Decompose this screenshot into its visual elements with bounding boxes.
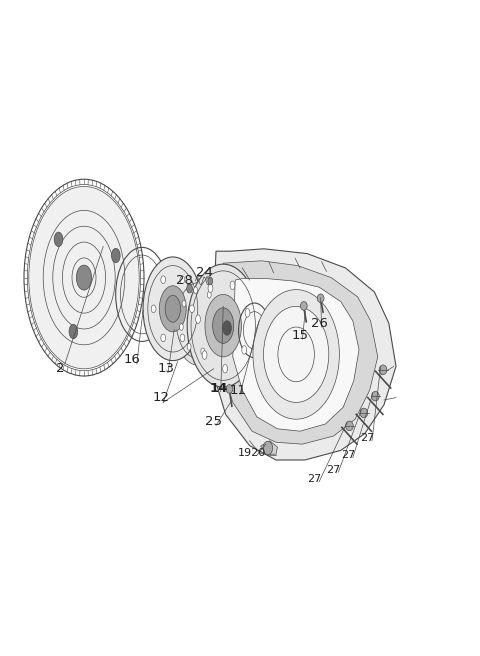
Text: 27: 27 xyxy=(360,434,374,443)
Ellipse shape xyxy=(245,308,250,317)
Text: 27: 27 xyxy=(341,450,355,461)
Ellipse shape xyxy=(253,289,339,419)
Ellipse shape xyxy=(187,344,191,350)
Text: 15: 15 xyxy=(291,329,309,342)
Ellipse shape xyxy=(208,284,213,293)
Ellipse shape xyxy=(230,281,235,290)
Ellipse shape xyxy=(213,308,234,343)
Ellipse shape xyxy=(372,392,379,401)
Text: 28: 28 xyxy=(176,274,193,287)
Ellipse shape xyxy=(76,265,92,290)
Ellipse shape xyxy=(208,277,213,285)
Text: 11: 11 xyxy=(229,384,246,397)
Ellipse shape xyxy=(111,249,120,263)
Text: 12: 12 xyxy=(152,391,169,404)
Text: 2: 2 xyxy=(56,362,64,375)
Ellipse shape xyxy=(223,321,231,335)
Ellipse shape xyxy=(151,305,156,313)
Ellipse shape xyxy=(226,384,233,394)
Text: 13: 13 xyxy=(157,362,174,375)
Ellipse shape xyxy=(143,257,203,361)
Ellipse shape xyxy=(317,294,324,302)
Ellipse shape xyxy=(187,264,259,387)
Ellipse shape xyxy=(202,351,207,359)
Ellipse shape xyxy=(300,302,307,310)
Text: 24: 24 xyxy=(195,266,213,279)
Text: 26: 26 xyxy=(311,317,328,330)
Text: 27: 27 xyxy=(307,474,322,484)
Ellipse shape xyxy=(264,306,329,402)
Ellipse shape xyxy=(223,364,228,373)
Ellipse shape xyxy=(379,365,387,375)
Text: 14: 14 xyxy=(209,382,228,394)
Ellipse shape xyxy=(29,186,139,369)
Ellipse shape xyxy=(180,276,185,283)
Ellipse shape xyxy=(213,335,216,341)
Text: 25: 25 xyxy=(205,415,222,428)
Ellipse shape xyxy=(263,441,273,455)
Ellipse shape xyxy=(207,291,211,298)
Ellipse shape xyxy=(242,346,247,354)
Polygon shape xyxy=(261,441,277,454)
Text: 27: 27 xyxy=(326,464,341,474)
Ellipse shape xyxy=(182,300,186,307)
Ellipse shape xyxy=(190,305,194,313)
Ellipse shape xyxy=(360,408,368,418)
Ellipse shape xyxy=(161,276,166,283)
Polygon shape xyxy=(233,279,359,431)
Polygon shape xyxy=(211,249,396,460)
Ellipse shape xyxy=(196,315,201,323)
Ellipse shape xyxy=(69,324,78,338)
Ellipse shape xyxy=(165,295,180,322)
Text: 1920: 1920 xyxy=(238,448,266,458)
Text: 16: 16 xyxy=(123,353,141,365)
Ellipse shape xyxy=(187,284,192,293)
Ellipse shape xyxy=(215,311,219,318)
Ellipse shape xyxy=(180,334,185,342)
Ellipse shape xyxy=(180,323,183,331)
Ellipse shape xyxy=(159,286,186,332)
Ellipse shape xyxy=(193,287,197,294)
Polygon shape xyxy=(220,261,378,444)
Ellipse shape xyxy=(346,421,353,431)
Ellipse shape xyxy=(173,276,226,365)
Ellipse shape xyxy=(201,348,205,355)
Ellipse shape xyxy=(54,232,63,247)
Ellipse shape xyxy=(161,334,166,342)
Ellipse shape xyxy=(205,295,241,357)
